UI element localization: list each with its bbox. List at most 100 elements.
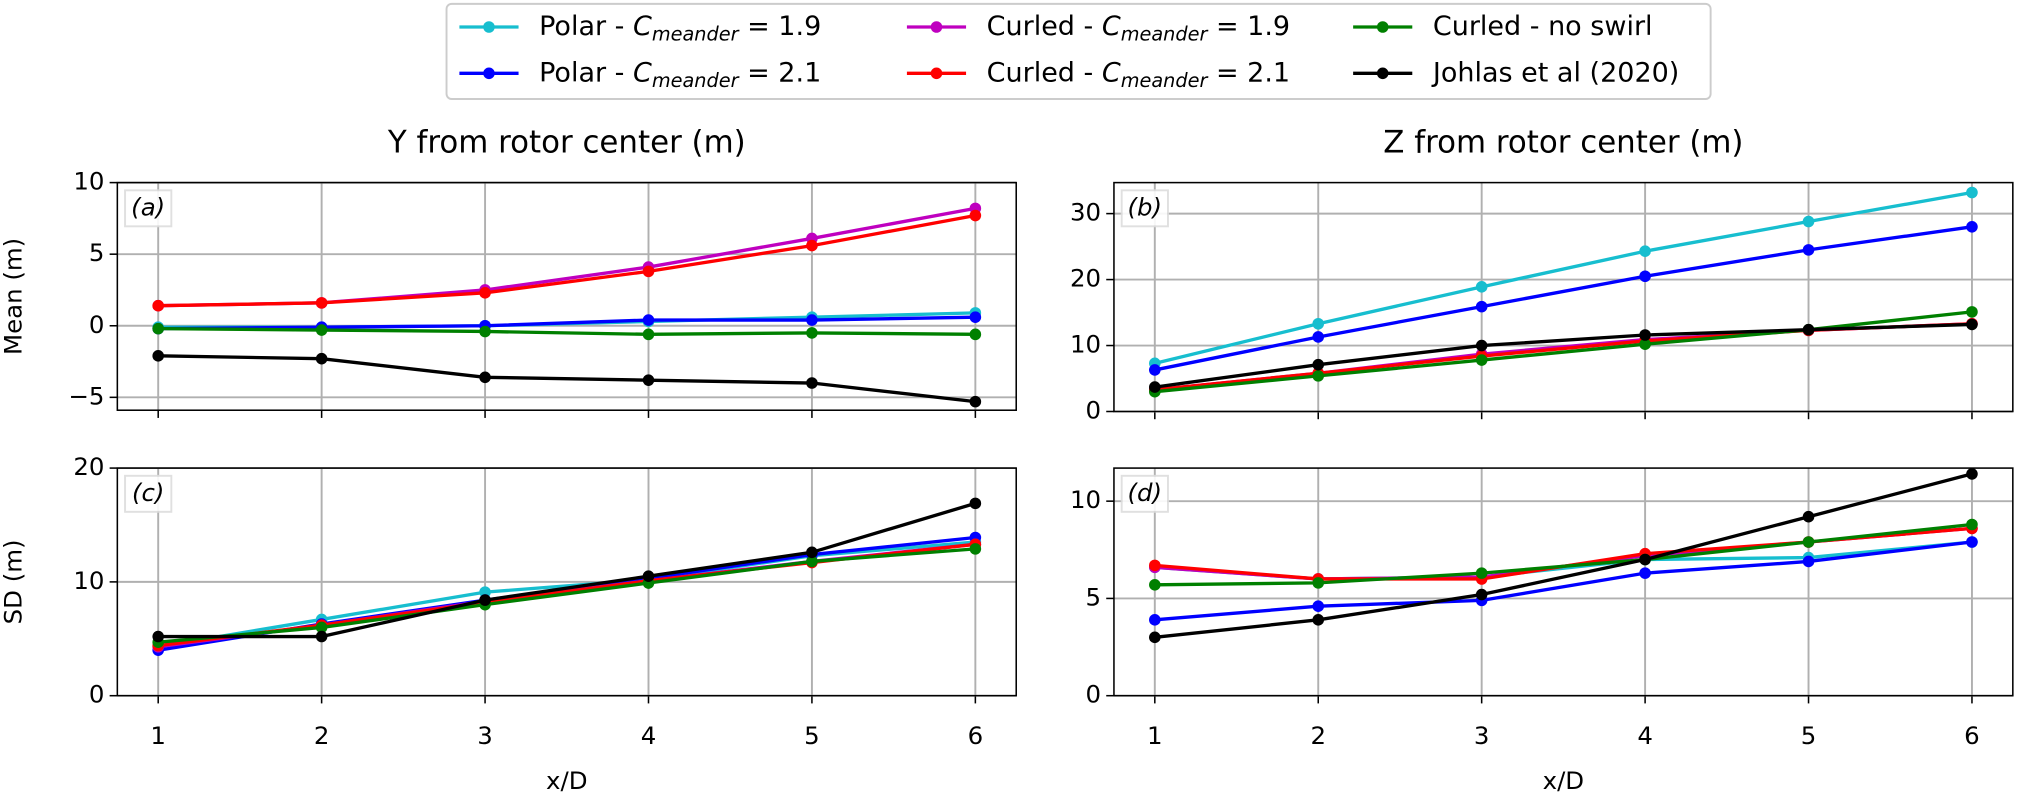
y-tick-label: 10	[73, 167, 104, 196]
panel-label: (a)	[131, 192, 165, 221]
plot-frame	[1113, 467, 2014, 697]
data-point	[1312, 358, 1325, 371]
data-point	[1475, 588, 1488, 601]
data-point	[479, 586, 491, 598]
series-line	[157, 540, 976, 649]
data-point	[806, 377, 818, 389]
data-point	[1149, 364, 1161, 376]
data-point	[152, 630, 164, 643]
legend-label: Polar - Cmeander = 1.9	[539, 11, 821, 46]
x-tick-label: 4	[641, 721, 657, 750]
data-point	[1639, 567, 1651, 579]
y-tick-label: 0	[1086, 396, 1102, 425]
y-tick-label: 10	[1070, 330, 1101, 359]
data-point	[1312, 331, 1325, 343]
data-point	[806, 314, 818, 326]
x-axis-label: x/D	[1543, 766, 1585, 795]
data-point	[1475, 339, 1488, 352]
legend-label: Curled - Cmeander = 2.1	[987, 57, 1290, 92]
data-point	[1149, 381, 1161, 393]
series-line	[1154, 322, 1973, 389]
data-point	[152, 322, 164, 335]
data-point	[806, 546, 818, 559]
data-point	[1966, 318, 1978, 331]
data-point	[1312, 370, 1325, 382]
data-point	[1639, 553, 1651, 566]
data-point	[315, 621, 328, 634]
plot-frame	[116, 181, 1017, 411]
legend-marker	[1376, 67, 1389, 80]
legend-marker	[930, 67, 943, 80]
plot-frame	[116, 467, 1017, 697]
series-line	[1154, 225, 1973, 372]
data-point	[1149, 579, 1161, 591]
panel-label: (d)	[1128, 478, 1163, 507]
panel-label: (c)	[132, 478, 164, 507]
data-point	[315, 324, 328, 336]
series-line	[158, 326, 976, 337]
data-point	[479, 371, 491, 384]
y-tick-label: 5	[89, 238, 105, 267]
y-axis-label: Mean (m)	[0, 238, 27, 355]
data-point	[1966, 221, 1978, 233]
data-point	[969, 497, 982, 510]
y-tick-label: 0	[1086, 680, 1102, 709]
data-point	[1639, 245, 1651, 257]
series-line	[1154, 472, 1973, 639]
series-line	[158, 354, 976, 404]
data-point	[1802, 244, 1815, 256]
data-point	[806, 239, 818, 252]
series-line	[1154, 190, 1973, 365]
y-tick-label: 20	[73, 452, 104, 481]
x-tick-label: 6	[968, 721, 984, 750]
x-tick-label: 6	[1964, 721, 1980, 750]
x-tick-label: 3	[477, 721, 493, 750]
x-tick-label: 1	[1147, 721, 1163, 750]
data-point	[479, 594, 491, 606]
x-tick-label: 2	[1310, 721, 1326, 750]
data-point	[1966, 518, 1978, 531]
series-line	[158, 315, 976, 331]
data-point	[1312, 577, 1325, 589]
legend-marker	[483, 67, 495, 80]
legend-label: Curled - no swirl	[1433, 11, 1653, 42]
data-point	[1149, 614, 1161, 626]
data-point	[479, 287, 491, 299]
data-point	[315, 297, 328, 309]
series-line	[1154, 540, 1973, 622]
series-line	[1154, 522, 1973, 587]
data-point	[1639, 270, 1651, 283]
data-point	[642, 265, 655, 278]
y-tick-label: 0	[89, 310, 105, 339]
y-tick-label: 30	[1070, 198, 1101, 227]
panel-title: Z from rotor center (m)	[1383, 125, 1743, 161]
data-point	[1312, 614, 1325, 626]
legend-label: Polar - Cmeander = 2.1	[539, 57, 821, 92]
y-tick-label: 10	[73, 566, 104, 595]
y-tick-label: 10	[1070, 485, 1101, 514]
legend-marker	[1376, 21, 1389, 33]
data-point	[642, 314, 655, 326]
y-tick-label: −5	[68, 381, 104, 410]
data-point	[1312, 600, 1325, 612]
y-tick-label: 20	[1070, 264, 1101, 293]
y-axis-label: SD (m)	[0, 539, 27, 624]
x-tick-label: 1	[150, 721, 166, 750]
data-point	[1802, 510, 1815, 523]
series-line	[158, 213, 976, 308]
data-point	[969, 311, 982, 323]
legend-label: Curled - Cmeander = 1.9	[987, 11, 1290, 46]
data-point	[1475, 567, 1488, 579]
panel-title: Y from rotor center (m)	[387, 125, 746, 161]
data-point	[1639, 338, 1651, 351]
data-point	[152, 350, 164, 362]
data-point	[969, 395, 982, 408]
y-tick-label: 5	[1086, 582, 1102, 611]
data-point	[1312, 317, 1325, 330]
data-point	[1802, 215, 1815, 228]
x-tick-label: 5	[1801, 721, 1817, 750]
legend-marker	[930, 21, 943, 33]
y-tick-label: 0	[89, 680, 105, 709]
data-point	[315, 352, 328, 365]
